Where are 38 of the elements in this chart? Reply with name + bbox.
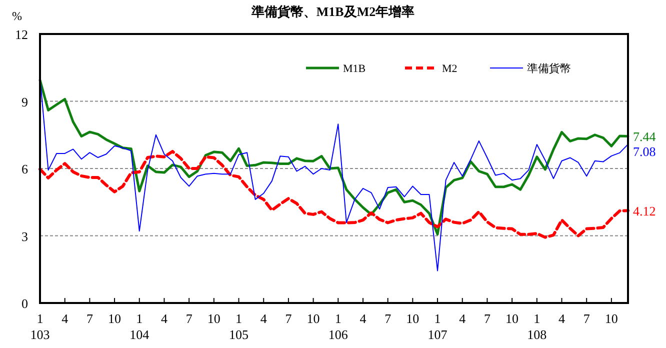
y-axis-title: % (12, 9, 22, 23)
x-tick-label: 4 (62, 311, 69, 326)
x-tick-label: 10 (406, 311, 420, 326)
x-tick-label: 1 103 (30, 311, 50, 342)
x-tick-label: 1 104 (130, 311, 150, 342)
x-tick-label: 10 (604, 311, 618, 326)
x-tick-label: 4 (360, 311, 367, 326)
data-label: 7.44 (633, 129, 656, 144)
legend-label: M1B (343, 63, 366, 75)
legend-label: M2 (442, 63, 458, 75)
data-label: 4.12 (633, 204, 656, 219)
x-tick-label: 7 (186, 311, 193, 326)
y-tick-label: 3 (22, 228, 28, 244)
x-tick-label: 4 (260, 311, 268, 326)
x-tick-label: 7 (484, 311, 491, 326)
y-tick-label: 6 (22, 162, 28, 176)
chart-title: 準備貨幣、M1B及M2年增率 (250, 4, 415, 19)
x-tick-label: 10 (108, 311, 122, 326)
x-tick-label: 7 (384, 311, 392, 326)
y-tick-label: 0 (22, 296, 28, 311)
legend-label: 準備貨幣 (527, 62, 571, 75)
data-label: 7.08 (633, 144, 656, 160)
x-tick-label: 7 (86, 311, 94, 326)
line-series (38, 150, 630, 239)
x-tick-label: 1 105 (229, 311, 249, 342)
x-tick-label: 1 107 (428, 311, 448, 342)
y-tick-label: 9 (22, 94, 28, 110)
x-tick-label: 1 108 (527, 311, 547, 342)
x-tick-label: 7 (285, 311, 292, 326)
x-tick-label: 10 (506, 311, 519, 326)
y-tick-label: 12 (15, 27, 28, 42)
x-tick-label: 4 (459, 311, 466, 326)
x-tick-label: 4 (558, 311, 566, 326)
x-tick-label: 10 (207, 311, 220, 326)
x-tick-label: 10 (306, 311, 320, 326)
x-tick-label: 4 (160, 311, 168, 326)
x-tick-label: 1 106 (328, 311, 348, 342)
x-tick-label: 7 (583, 311, 590, 326)
